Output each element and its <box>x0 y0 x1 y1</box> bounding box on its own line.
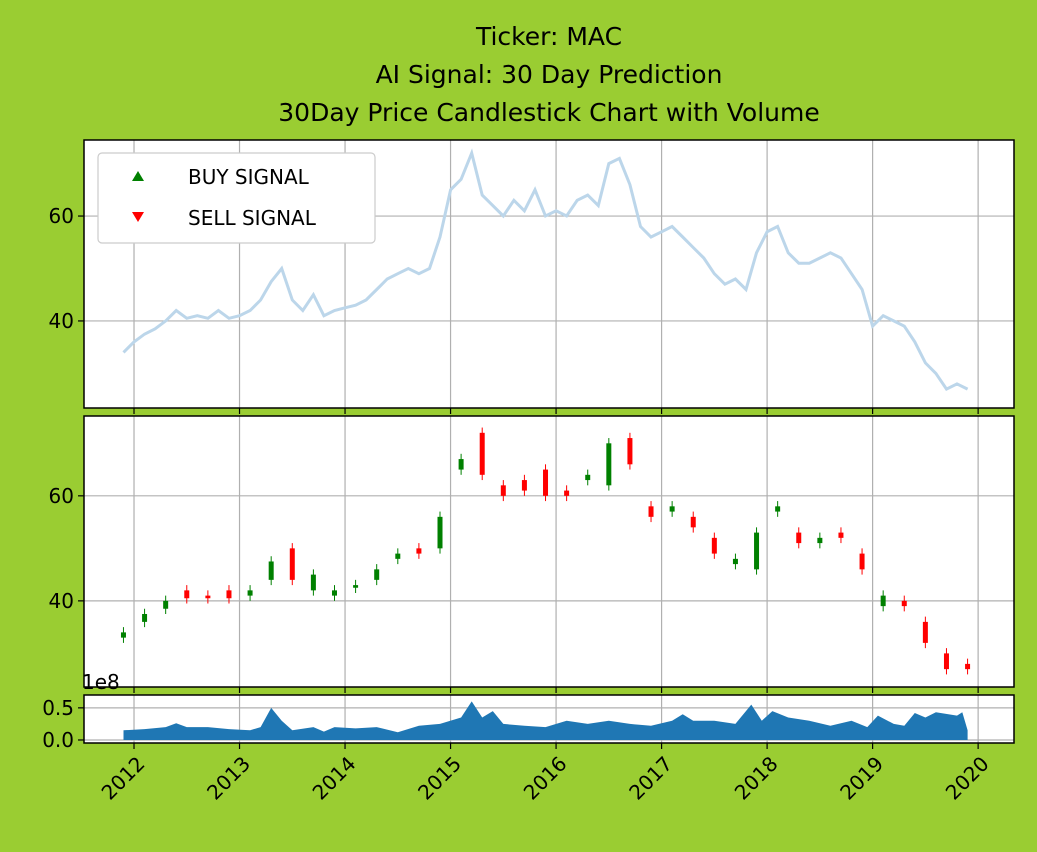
candle-body <box>142 613 148 622</box>
y-tick-label: 0.5 <box>42 696 74 720</box>
candle-body <box>648 506 654 517</box>
candle-body <box>226 590 232 599</box>
plot-area <box>84 416 1014 687</box>
candle-body <box>669 506 675 512</box>
candle-body <box>120 632 126 638</box>
candle-body <box>627 438 633 465</box>
candle-body <box>289 548 295 580</box>
candle-body <box>965 663 971 670</box>
title-line: 30Day Price Candlestick Chart with Volum… <box>278 98 819 127</box>
plot-frame <box>83 415 1015 688</box>
candle-body <box>859 553 865 570</box>
title-line: AI Signal: 30 Day Prediction <box>376 60 723 89</box>
y-tick-label: 60 <box>49 204 74 228</box>
candle-body <box>922 621 928 643</box>
legend-box <box>97 152 376 244</box>
candle-body <box>163 600 169 609</box>
candle-body <box>205 595 211 599</box>
candle-body <box>606 443 612 486</box>
candle-body <box>796 532 802 544</box>
candle-body <box>775 506 781 512</box>
candle-body <box>711 537 717 554</box>
candle-body <box>416 548 422 554</box>
candle-body <box>247 590 253 596</box>
candle-body <box>838 532 844 538</box>
candle-body <box>521 480 527 491</box>
candle-body <box>479 432 485 475</box>
offset-text: 1e8 <box>82 670 120 694</box>
candle-body <box>901 600 907 607</box>
candle-body <box>437 516 443 549</box>
plot-frame <box>83 694 1015 744</box>
candle-body <box>395 553 401 559</box>
candle-body <box>732 558 738 565</box>
candle-body <box>353 585 359 588</box>
title-line: Ticker: MAC <box>475 22 622 51</box>
candle-body <box>331 590 337 596</box>
legend-marker <box>132 212 144 222</box>
candle-body <box>564 490 570 496</box>
candle-body <box>880 595 886 607</box>
candle-body <box>458 459 464 470</box>
legend-label: SELL SIGNAL <box>188 206 317 230</box>
y-tick-label: 40 <box>49 589 74 613</box>
candle-body <box>585 474 591 481</box>
candle-body <box>543 469 549 496</box>
candle-body <box>754 532 760 570</box>
price-line <box>122 148 969 392</box>
candle-body <box>500 485 506 496</box>
candle-body <box>374 569 380 580</box>
legend-label: BUY SIGNAL <box>188 165 310 189</box>
candle-body <box>817 537 823 544</box>
candle-body <box>943 653 949 670</box>
plot-frame <box>83 139 1015 409</box>
candle-body <box>690 516 696 528</box>
volume-area <box>123 701 968 740</box>
y-tick-label: 40 <box>49 309 74 333</box>
legend-marker <box>132 171 144 181</box>
candle-body <box>184 590 190 599</box>
y-tick-label: 60 <box>49 484 74 508</box>
candle-body <box>268 561 274 580</box>
candle-body <box>310 574 316 591</box>
y-tick-label: 0.0 <box>42 728 74 752</box>
